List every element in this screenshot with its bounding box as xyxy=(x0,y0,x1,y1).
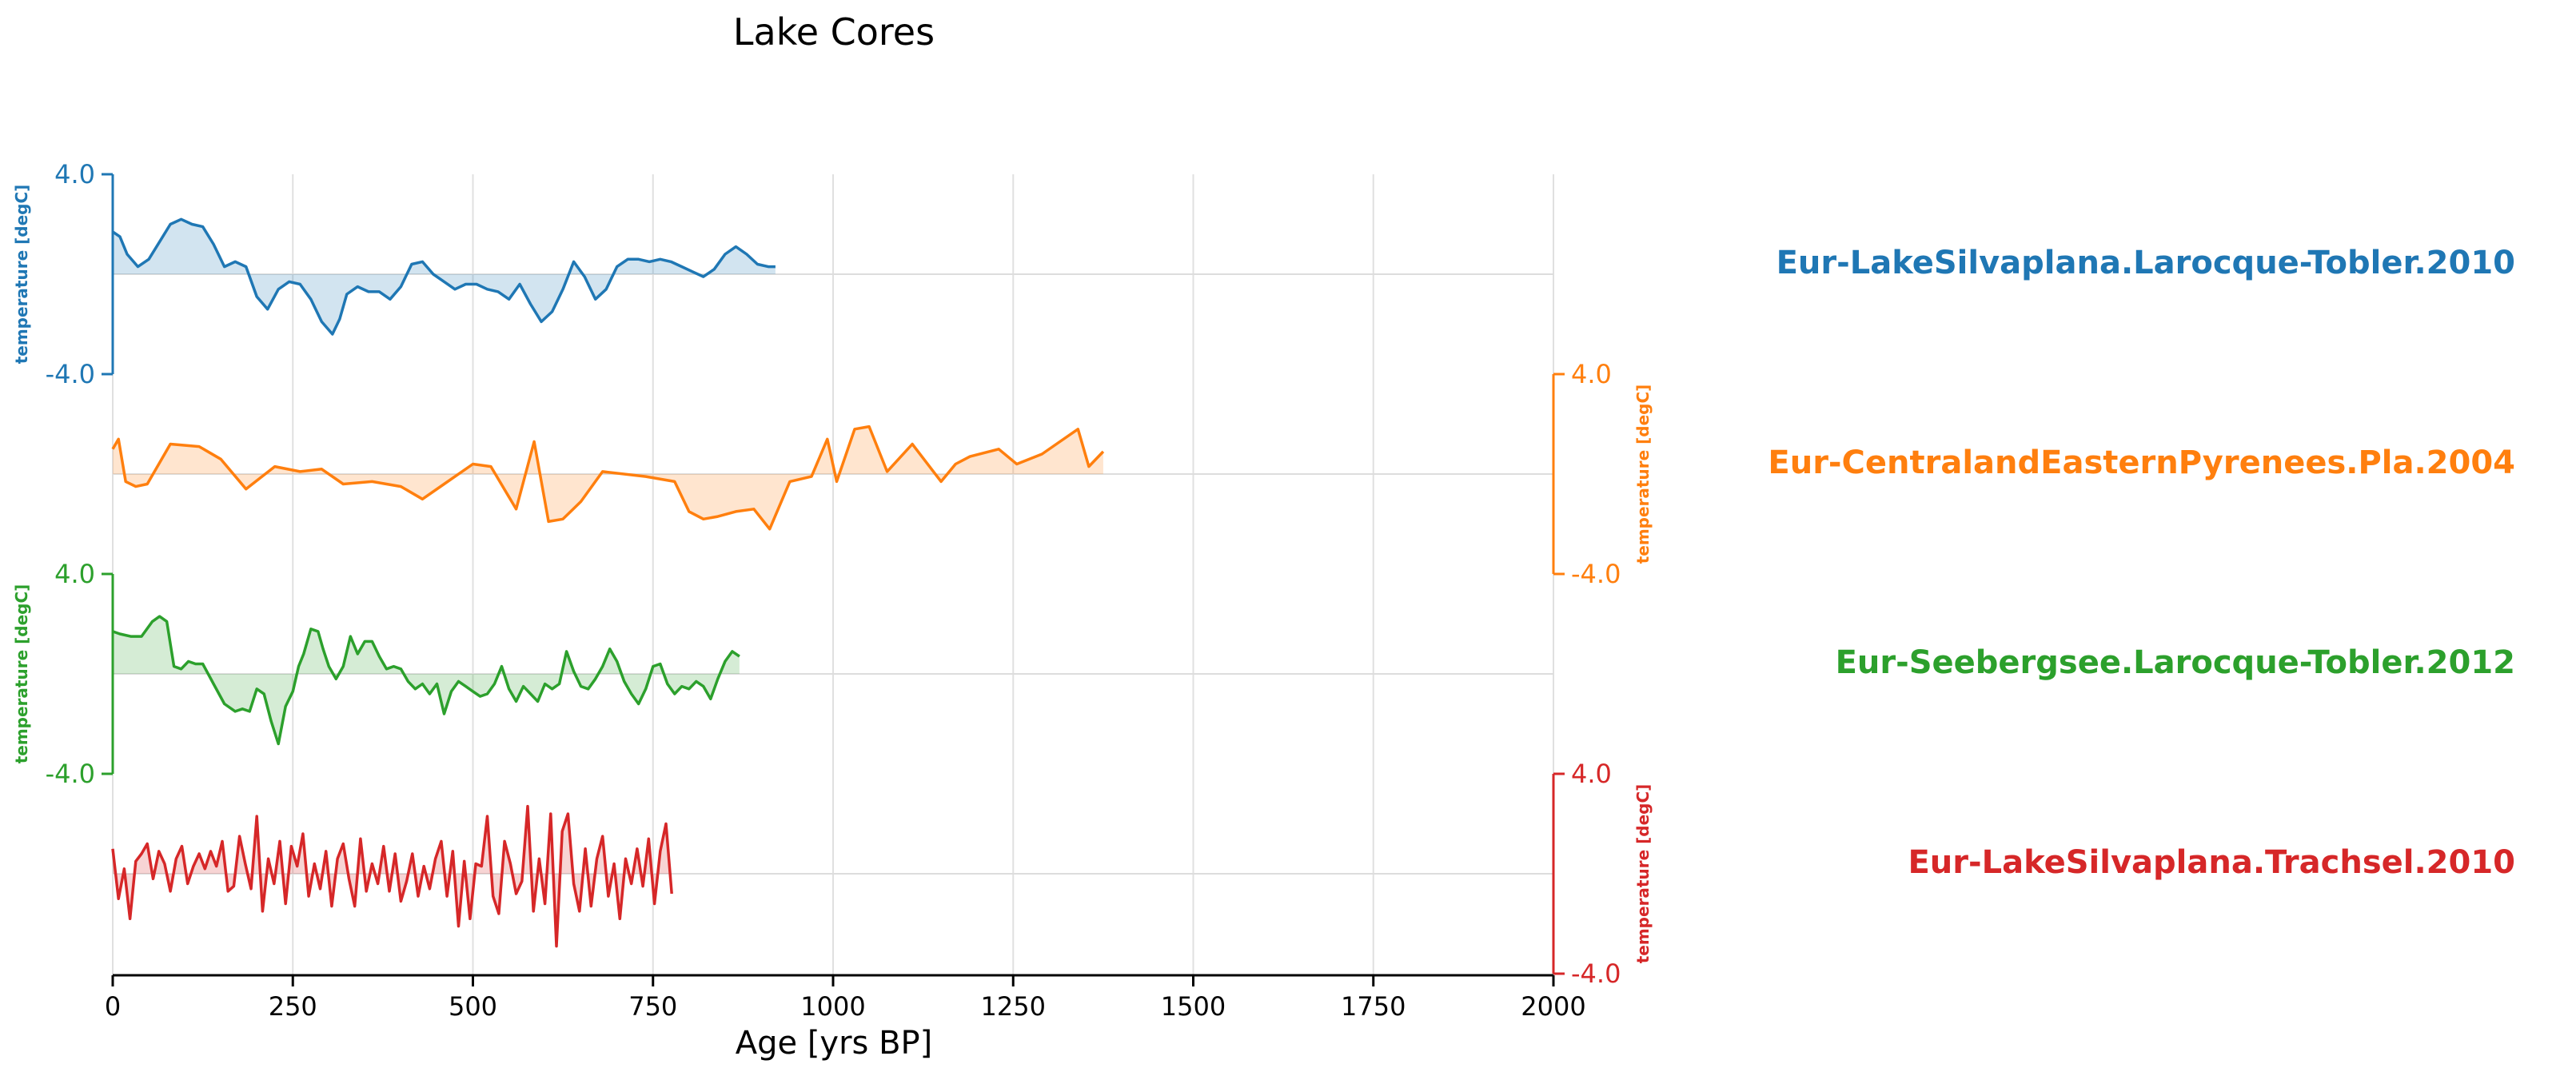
y-tick-label-2-top: 4.0 xyxy=(1571,359,1612,389)
series-3-line xyxy=(112,615,740,746)
series-1-line xyxy=(112,217,776,336)
series-name-1: Eur-LakeSilvaplana.Larocque-Tobler.2010 xyxy=(1776,245,2515,281)
chart-title: Lake Cores xyxy=(733,10,935,54)
y-tick-label-3-bottom: -4.0 xyxy=(46,759,95,789)
series-3-fill xyxy=(113,616,740,744)
x-tick-label-4: 1000 xyxy=(800,991,865,1022)
x-tick-label-7: 1750 xyxy=(1341,991,1406,1022)
series-name-4: Eur-LakeSilvaplana.Trachsel.2010 xyxy=(1908,844,2515,881)
y-tick-label-2-bottom: -4.0 xyxy=(1571,559,1621,589)
series-2-line xyxy=(111,424,1105,531)
series-2-fill xyxy=(113,426,1103,529)
y-tick-label-4-top: 4.0 xyxy=(1571,759,1612,789)
y-axis-label-3: temperature [degC] xyxy=(12,584,31,764)
x-tick-label-2: 500 xyxy=(449,991,497,1022)
y-tick-label-1-top: 4.0 xyxy=(54,159,95,189)
series-names: Eur-LakeSilvaplana.Larocque-Tobler.2010 E… xyxy=(1768,245,2515,881)
series-name-3: Eur-Seebergsee.Larocque-Tobler.2012 xyxy=(1836,644,2515,681)
series-4-line xyxy=(111,804,673,948)
x-tick-label-1: 250 xyxy=(269,991,317,1022)
x-tick-label-0: 0 xyxy=(105,991,121,1022)
y-axis-label-1: temperature [degC] xyxy=(12,185,31,365)
x-tick-label-3: 750 xyxy=(628,991,677,1022)
y-tick-label-3-top: 4.0 xyxy=(54,559,95,589)
series-name-2: Eur-CentralandEasternPyrenees.Pla.2004 xyxy=(1768,444,2515,481)
y-tick-label-1-bottom: -4.0 xyxy=(46,359,95,389)
series-layer xyxy=(111,217,1553,948)
y-axis-label-2: temperature [degC] xyxy=(1633,385,1653,564)
x-axis-label: Age [yrs BP] xyxy=(736,1025,933,1062)
x-tick-label-8: 2000 xyxy=(1521,991,1585,1022)
series-1-fill xyxy=(113,219,776,334)
y-tick-label-4-bottom: -4.0 xyxy=(1571,958,1621,989)
x-tick-label-5: 1250 xyxy=(981,991,1046,1022)
x-tick-label-6: 1500 xyxy=(1161,991,1226,1022)
x-axis: 0 250 500 750 1000 1250 1500 1750 2000 xyxy=(105,974,1586,1022)
y-axis-label-4: temperature [degC] xyxy=(1633,784,1653,964)
y-axes: 4.0 -4.0 temperature [degC] 4.0 -4.0 temperat… xyxy=(12,159,1653,989)
